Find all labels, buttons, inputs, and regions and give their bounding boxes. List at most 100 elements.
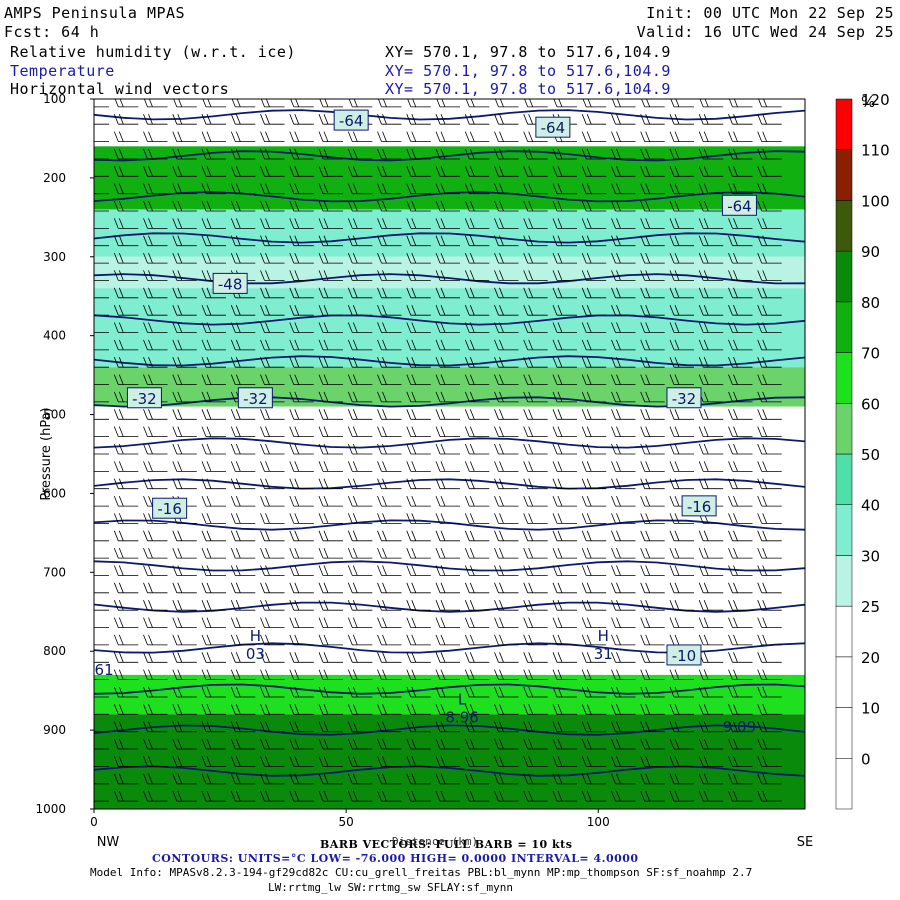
wind-barb (698, 617, 724, 628)
wind-barb (728, 322, 753, 333)
wind-barb (728, 252, 753, 264)
wind-barb (553, 99, 577, 108)
wind-barb (143, 166, 168, 177)
wind-barb (260, 738, 285, 750)
wind-barb (406, 530, 431, 542)
wind-barb (377, 322, 402, 333)
wind-barb (113, 357, 139, 368)
wind-barb (172, 409, 197, 420)
wind-barb (611, 305, 636, 316)
wind-barb (523, 634, 548, 646)
colorbar-swatch (835, 403, 853, 455)
wind-barb (698, 322, 724, 333)
wind-barb (464, 721, 490, 733)
wind-barb (113, 478, 139, 490)
wind-barb (669, 600, 694, 611)
wind-barb (640, 600, 665, 611)
high-low-value: 8.96 (445, 708, 478, 726)
wind-barb (377, 495, 402, 507)
wind-barb (464, 565, 490, 576)
wind-barb (377, 443, 402, 455)
wind-barb (435, 200, 460, 212)
wind-barb (113, 634, 139, 646)
wind-barb (347, 547, 373, 559)
wind-barb (435, 686, 460, 698)
wind-barb (611, 357, 636, 368)
colorbar: 0 10 20 25 30 40 50 60 70 80 90 100 110 120% (835, 91, 890, 810)
wind-barb (464, 617, 490, 628)
wind-barb (523, 148, 548, 160)
contour-label: -16 (687, 498, 712, 516)
wind-barb (113, 617, 139, 628)
colorbar-label: 20 (861, 649, 880, 667)
wind-barb (318, 252, 343, 264)
wind-barb (230, 339, 256, 351)
wind-barb (406, 756, 431, 767)
wind-barb (201, 252, 226, 264)
wind-barb (172, 166, 197, 177)
wind-barb (289, 183, 314, 195)
wind-barb (435, 305, 460, 316)
wind-barb (640, 547, 665, 559)
wind-barb (494, 756, 519, 767)
wind-barb (757, 582, 782, 594)
wind-barb (113, 773, 139, 785)
wind-barb (669, 166, 694, 177)
wind-barb (698, 600, 724, 611)
wind-barb (94, 157, 109, 160)
y-tick-label: 600 (43, 486, 66, 500)
wind-barb (201, 634, 226, 646)
wind-barb (260, 565, 285, 576)
wind-barb (757, 790, 782, 802)
wind-barb (757, 357, 782, 368)
wind-barb (758, 99, 782, 108)
wind-barb (94, 452, 109, 455)
wind-barb (523, 721, 548, 733)
colorbar-label: 60 (861, 395, 880, 413)
wind-barb (757, 270, 782, 281)
wind-barb (728, 582, 753, 594)
wind-barb (201, 183, 226, 195)
wind-barb (377, 148, 402, 160)
wind-barb (289, 790, 314, 802)
wind-barb (640, 426, 665, 437)
wind-barb (728, 374, 753, 385)
wind-barb (201, 305, 226, 316)
wind-barb (260, 756, 285, 767)
wind-barb (523, 183, 548, 195)
wind-barb (318, 669, 343, 680)
wind-barb (640, 391, 665, 403)
wind-barb (523, 391, 548, 403)
wind-barb (611, 547, 636, 559)
wind-barb (230, 183, 256, 195)
wind-barb (552, 166, 577, 177)
wind-barb (318, 530, 343, 542)
wind-barb (406, 495, 431, 507)
wind-barb (377, 305, 402, 316)
wind-barb (289, 391, 314, 403)
wind-barb (143, 652, 168, 663)
wind-barb (640, 565, 665, 576)
wind-barb (406, 235, 431, 247)
wind-barb (523, 738, 548, 750)
wind-barb (260, 252, 285, 264)
wind-barb (318, 495, 343, 507)
rh-band (94, 99, 805, 147)
colorbar-swatch (835, 656, 853, 708)
wind-barb (260, 704, 285, 715)
wind-barb (611, 790, 636, 802)
contour-label-box (333, 109, 369, 131)
contour-label-box (237, 387, 273, 409)
y-tick-label: 900 (43, 723, 66, 737)
wind-barb (318, 166, 343, 177)
wind-barb (640, 148, 665, 160)
wind-barb (318, 305, 343, 316)
wind-barb (347, 617, 373, 628)
wind-barb (318, 704, 343, 715)
wind-barb (523, 704, 548, 715)
wind-barb (728, 339, 753, 351)
wind-barb (406, 478, 431, 490)
wind-barb (669, 305, 694, 316)
wind-barb (494, 530, 519, 542)
wind-barb (347, 235, 373, 247)
